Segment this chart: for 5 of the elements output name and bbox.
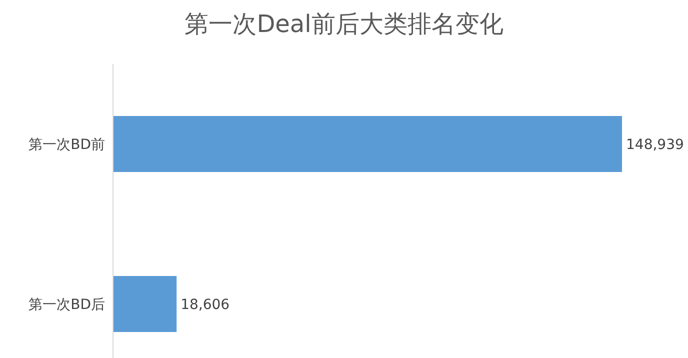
y-tick-label: 第一次BD后 <box>28 296 105 313</box>
data-label: 148,939 <box>626 136 684 153</box>
data-label: 18,606 <box>180 296 230 313</box>
y-tick-label: 第一次BD前 <box>28 136 105 153</box>
chart-title: 第一次Deal前后大类排名变化 <box>184 10 504 38</box>
